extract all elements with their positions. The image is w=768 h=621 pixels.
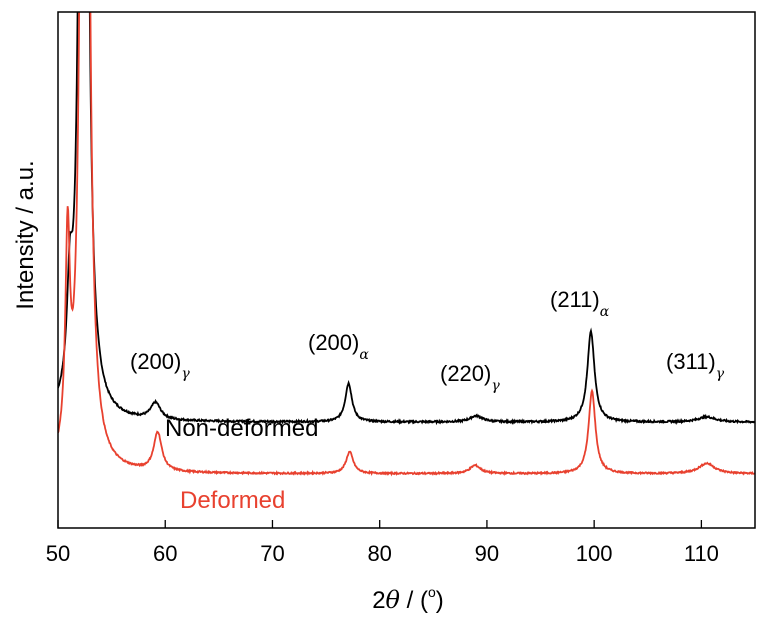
series-label-non-deformed: Non-deformed bbox=[165, 415, 318, 442]
y-axis-title: Intensity / a.u. bbox=[12, 160, 39, 309]
peak-label-200-gamma: (200)γ bbox=[130, 349, 190, 382]
series-line-non-deformed bbox=[58, 12, 755, 426]
x-tick-label-100: 100 bbox=[576, 541, 613, 566]
series-line-deformed bbox=[58, 12, 755, 477]
peak-label-220-gamma: (220)γ bbox=[440, 361, 500, 394]
peak-label-211-alpha: (211)α bbox=[550, 287, 610, 320]
x-axis-title: 2θ / (o) bbox=[372, 584, 444, 614]
peak-label-200-alpha: (200)α bbox=[308, 330, 369, 363]
x-tick-label-80: 80 bbox=[367, 541, 391, 566]
peak-label-311-gamma: (311)γ bbox=[666, 349, 725, 382]
plot-frame bbox=[57, 11, 756, 529]
x-tick-label-110: 110 bbox=[684, 541, 719, 566]
series-label-deformed: Deformed bbox=[180, 487, 285, 514]
x-tick-label-90: 90 bbox=[475, 541, 499, 566]
x-axis-ticks: 50 60 70 80 90 100 110 bbox=[46, 520, 719, 566]
x-tick-label-50: 50 bbox=[46, 541, 70, 566]
plot-curves bbox=[58, 12, 755, 477]
x-tick-label-70: 70 bbox=[260, 541, 284, 566]
x-tick-label-60: 60 bbox=[153, 541, 177, 566]
